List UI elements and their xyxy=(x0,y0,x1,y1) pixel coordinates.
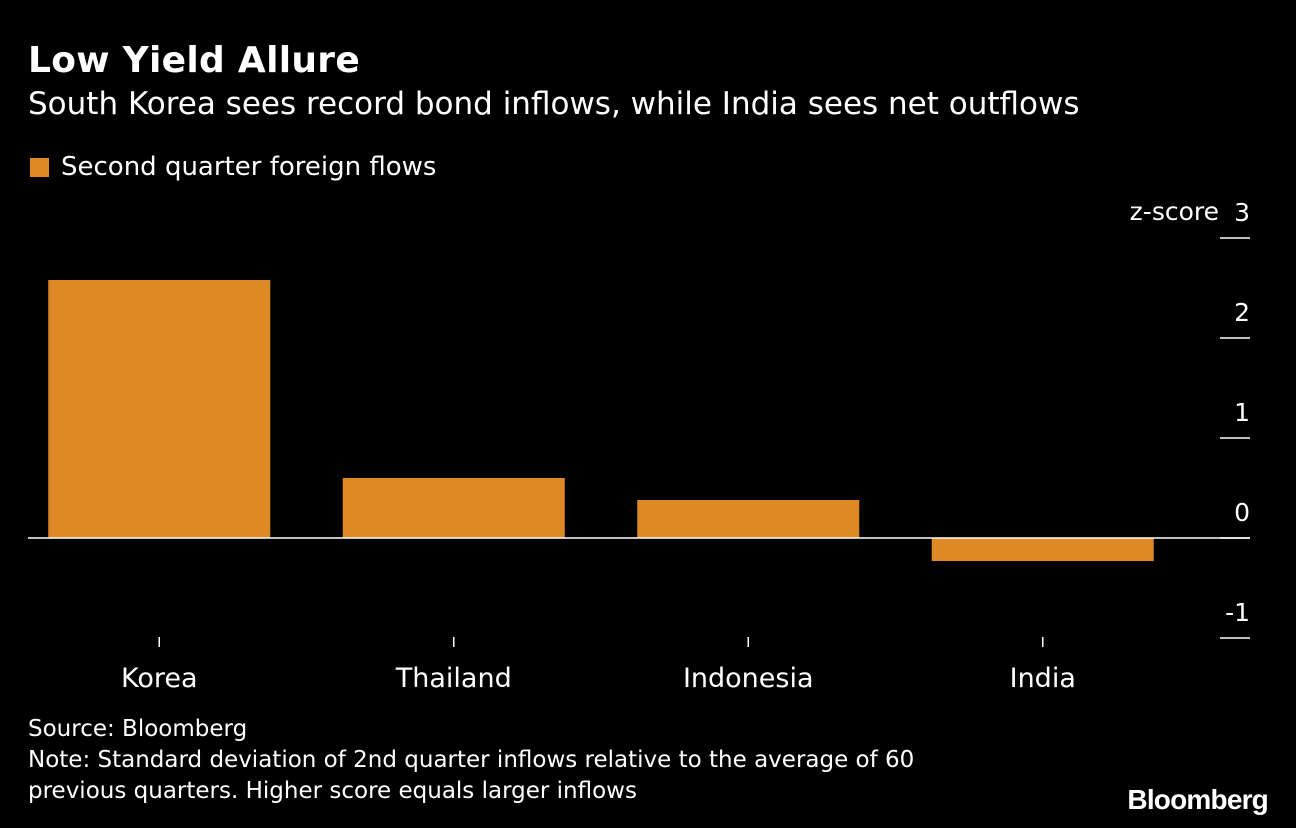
chart-title: Low Yield Allure xyxy=(28,40,361,81)
bloomberg-logo: Bloomberg xyxy=(1127,784,1268,815)
bar-india xyxy=(931,538,1154,561)
source-text: Source: Bloomberg xyxy=(28,716,248,742)
y-tick-label: 0 xyxy=(1234,498,1250,527)
x-tick-label: India xyxy=(1010,663,1076,694)
chart-subtitle: South Korea sees record bond inflows, wh… xyxy=(28,86,1080,122)
bar-thailand xyxy=(342,478,565,538)
footer: Source: Bloomberg Note: Standard deviati… xyxy=(28,714,914,807)
y-tick-label: -1 xyxy=(1225,598,1250,627)
y-axis: 3 2 1 0 -1 xyxy=(1220,198,1250,639)
bar-indonesia xyxy=(637,500,860,538)
bar-chart: z-score 3 2 1 0 -1 Korea Thailand Indonesia Ind… xyxy=(28,197,1250,694)
y-tick-label: 2 xyxy=(1234,298,1250,327)
y-tick-label: 3 xyxy=(1234,198,1250,227)
legend-label: Second quarter foreign flows xyxy=(61,152,437,182)
legend-swatch xyxy=(30,157,49,177)
y-axis-label: z-score xyxy=(1130,197,1219,226)
note-line-1: Note: Standard deviation of 2nd quarter … xyxy=(28,747,915,773)
note-line-2: previous quarters. Higher score equals l… xyxy=(28,778,637,804)
y-tick-label: 1 xyxy=(1234,398,1250,427)
x-tick-label: Korea xyxy=(121,663,198,694)
bars xyxy=(48,280,1154,561)
x-tick-label: Indonesia xyxy=(683,663,814,694)
legend: Second quarter foreign flows xyxy=(30,152,436,182)
bar-korea xyxy=(48,280,271,538)
x-tick-label: Thailand xyxy=(395,663,512,694)
x-axis: Korea Thailand Indonesia India xyxy=(121,637,1076,694)
